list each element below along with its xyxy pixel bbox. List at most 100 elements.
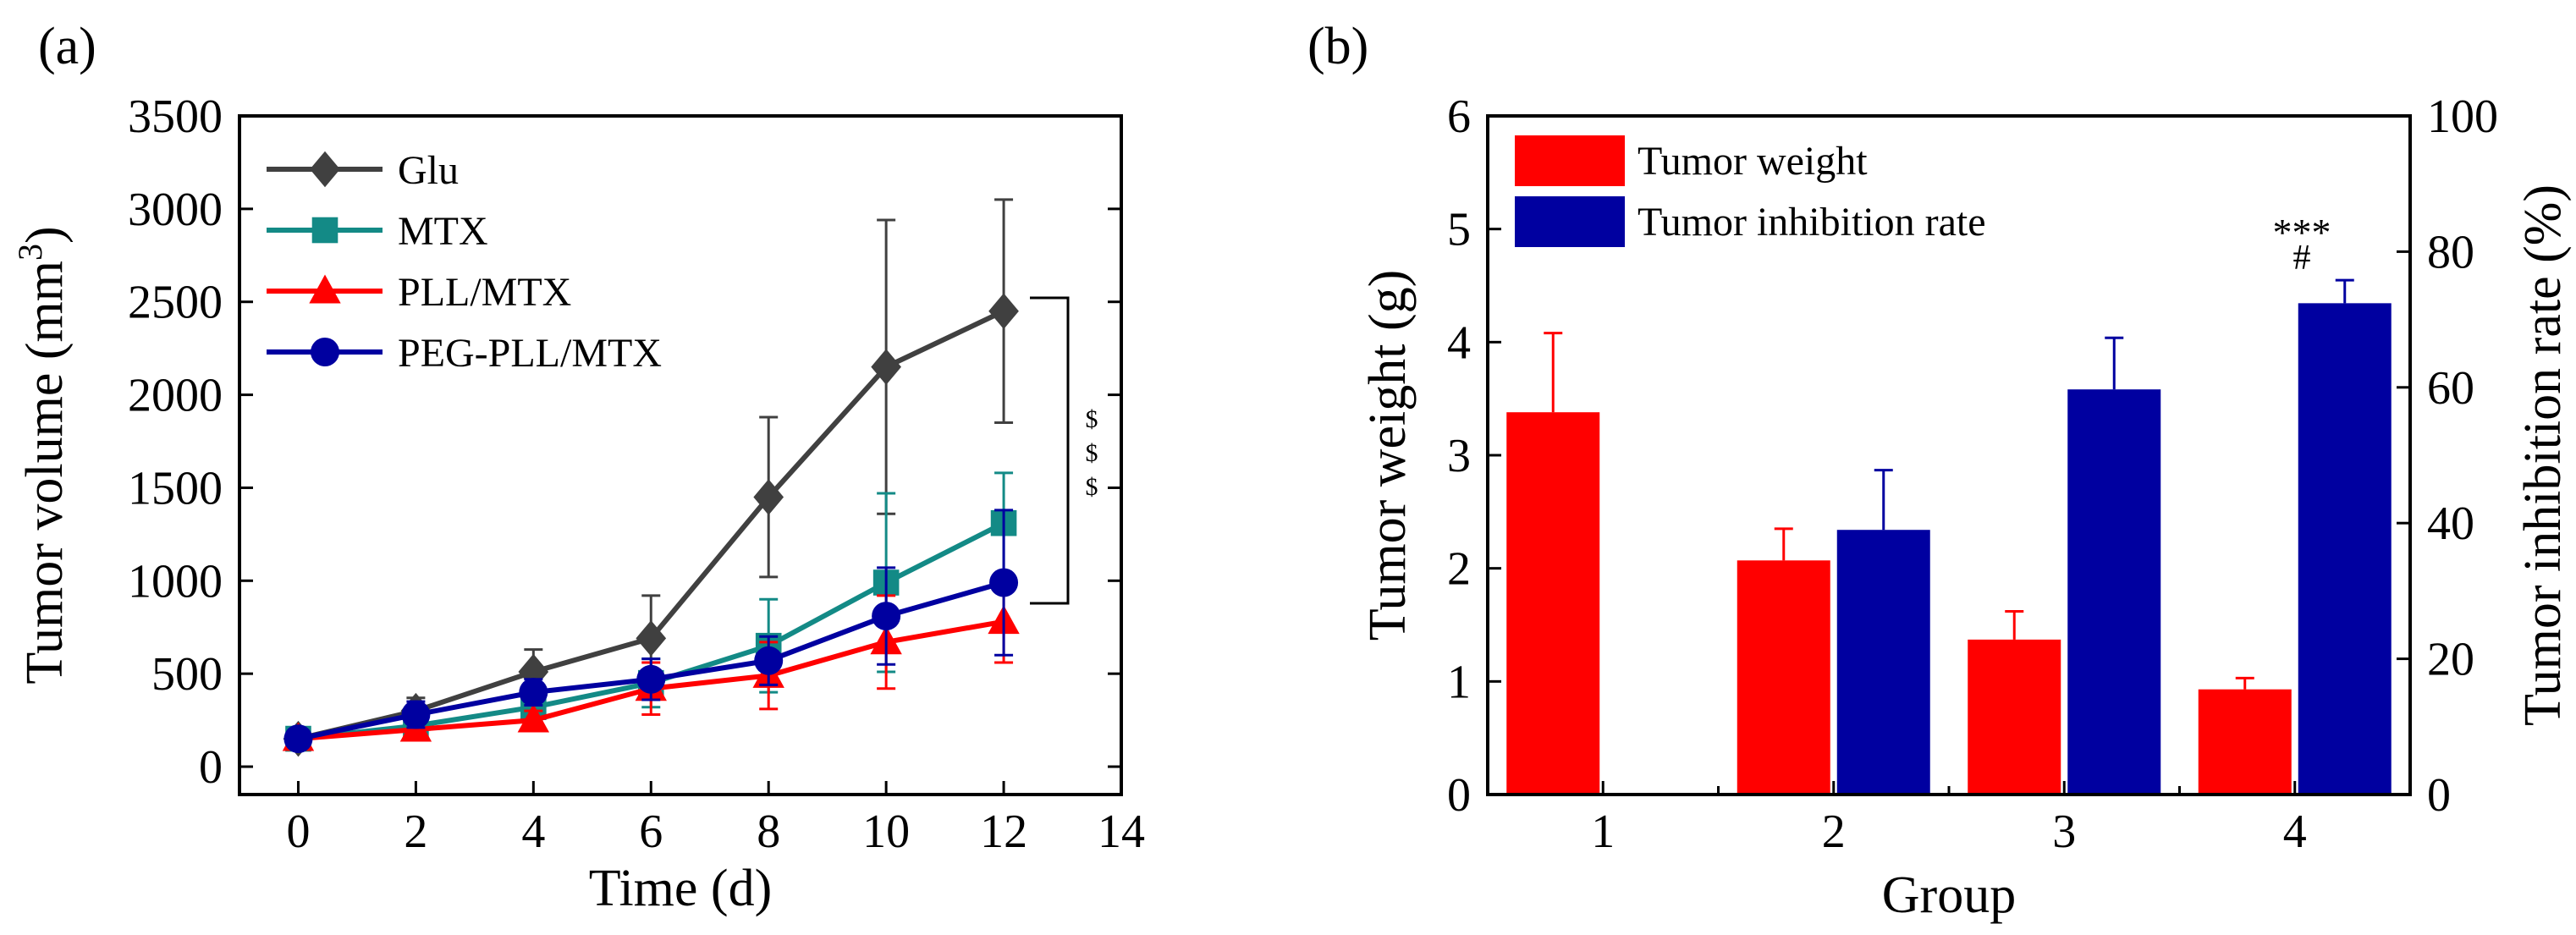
legend-entry: MTX	[267, 209, 488, 254]
x-tick-label: 2	[1822, 806, 1846, 858]
panel-a-plot-frame	[238, 114, 1123, 796]
x-tick-label: 3	[2052, 806, 2076, 858]
x-tick-label: 12	[980, 806, 1027, 858]
legend-entry: PLL/MTX	[267, 270, 571, 315]
panel-b-label: (b)	[1307, 18, 1368, 75]
legend-label: PEG-PLL/MTX	[398, 331, 662, 376]
panel-b-bars	[1506, 278, 2392, 795]
data-point	[636, 620, 667, 657]
legend-label: Tumor inhibition rate	[1638, 200, 1986, 245]
y-right-tick-label: 20	[2427, 634, 2474, 686]
panel-a-x-axis-title: Time (d)	[589, 860, 772, 917]
y-right-tick-label: 0	[2427, 769, 2451, 822]
legend-marker	[311, 217, 339, 244]
y-tick-label: 2500	[128, 277, 223, 329]
bar	[1836, 530, 1930, 795]
x-tick-label: 14	[1098, 806, 1145, 858]
y-tick-label: 500	[151, 648, 223, 701]
y-tick-label: 2	[1447, 543, 1471, 596]
panel-a-series	[282, 198, 1020, 757]
bar	[1968, 639, 2061, 795]
panel-a-ticks	[239, 114, 1123, 795]
y-tick-label: 3000	[128, 184, 223, 236]
legend-entry: Glu	[267, 148, 459, 193]
y-title-main: Tumor volume (mm	[16, 261, 74, 685]
data-point	[754, 646, 784, 675]
x-tick-label: 10	[862, 806, 910, 858]
y-tick-label: 1500	[128, 462, 223, 514]
bar	[2298, 303, 2392, 795]
x-tick-label: 1	[1591, 806, 1615, 858]
legend-entry: Tumor weight	[1515, 135, 1868, 186]
panel-b-legend: Tumor weight Tumor inhibition rate	[1515, 135, 1986, 247]
legend-swatch	[1515, 135, 1625, 186]
data-point	[283, 724, 313, 754]
panel-a-legend: Glu MTX PLL/MTX PEG-PLL/MTX	[267, 148, 662, 376]
x-tick-label: 4	[2283, 806, 2307, 858]
bar	[1737, 560, 1830, 795]
y-right-tick-label: 60	[2427, 362, 2474, 415]
y-tick-label: 1	[1447, 656, 1471, 708]
y-right-tick-label: 80	[2427, 226, 2474, 278]
significance-marks: $ $ $	[1086, 405, 1098, 501]
significance-stars: ***	[2273, 211, 2331, 254]
y-tick-label: 4	[1447, 316, 1471, 369]
data-point	[871, 349, 901, 385]
series-peg-pll-mtx	[283, 509, 1019, 754]
significance-hash: #	[2293, 239, 2311, 278]
data-point	[519, 678, 548, 707]
significance-mark: $	[1086, 405, 1098, 433]
panel-b-x-axis-title: Group	[1882, 866, 2016, 924]
y-title-superscript: 3	[11, 244, 49, 261]
data-point	[872, 602, 901, 631]
bar	[2198, 689, 2292, 795]
data-point	[988, 293, 1019, 329]
data-point	[753, 479, 784, 515]
x-tick-label: 4	[521, 806, 545, 858]
y-title-close: )	[16, 226, 74, 244]
y-right-tick-label: 40	[2427, 498, 2474, 550]
legend-marker	[309, 274, 341, 304]
bar	[1506, 412, 1600, 795]
bar-series-tumor-weight	[1506, 332, 2292, 795]
panel-a-label: (a)	[38, 18, 96, 75]
legend-marker	[311, 338, 339, 366]
data-point	[401, 700, 431, 729]
panel-a-y-axis-title: Tumor volume (mm3)	[11, 226, 74, 684]
legend-label: Glu	[398, 148, 459, 193]
legend-entry: Tumor inhibition rate	[1515, 196, 1986, 247]
y-tick-label: 5	[1447, 204, 1471, 256]
y-tick-label: 1000	[128, 555, 223, 608]
panel-a-line-chart: (a) 0 2 4 6 8 10 12 14 0 500 1000 1500 2000 2500 3000 3…	[11, 18, 1145, 917]
significance-mark: $	[1086, 439, 1098, 467]
legend-entry: PEG-PLL/MTX	[267, 331, 662, 376]
legend-marker	[310, 151, 340, 188]
y-tick-label: 0	[199, 741, 223, 794]
x-tick-label: 6	[639, 806, 663, 858]
x-tick-label: 0	[286, 806, 310, 858]
x-tick-label: 2	[404, 806, 427, 858]
legend-swatch	[1515, 196, 1625, 247]
legend-label: PLL/MTX	[398, 270, 571, 315]
panel-a-tick-labels: 0 2 4 6 8 10 12 14 0 500 1000 1500 2000 2500 3000 3500	[128, 91, 1145, 858]
data-point	[517, 703, 550, 733]
panel-b-y-axis-title: Tumor weight (g)	[1359, 270, 1417, 641]
y-tick-label: 2000	[128, 370, 223, 422]
significance-mark: $	[1086, 473, 1098, 501]
legend-label: MTX	[398, 209, 488, 254]
x-tick-label: 8	[757, 806, 780, 858]
y-right-tick-label: 100	[2427, 91, 2498, 143]
legend-label: Tumor weight	[1638, 139, 1868, 184]
significance-bracket	[1030, 296, 1070, 605]
panel-b-right-y-axis-title: Tumor inhibition rate (%)	[2514, 184, 2572, 726]
y-tick-label: 6	[1447, 91, 1471, 143]
y-tick-label: 0	[1447, 769, 1471, 822]
data-point	[636, 664, 666, 694]
bar	[2067, 389, 2161, 795]
panel-b-plot-frame	[1486, 114, 2412, 796]
y-tick-label: 3500	[128, 91, 223, 143]
bar-series-tumor-inhibition-rate	[1836, 278, 2392, 795]
